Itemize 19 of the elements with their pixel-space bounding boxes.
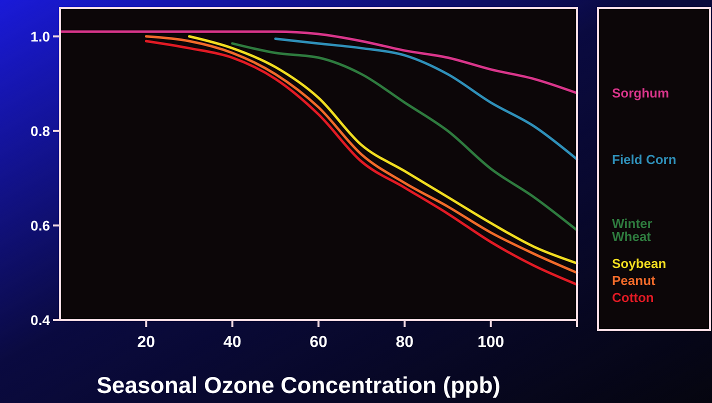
line-series: [58, 30, 578, 94]
x-tick-label: 40: [223, 334, 242, 351]
y-tick-label: 0.4: [30, 312, 50, 328]
x-axis-title: Seasonal Ozone Concentration (ppb): [96, 372, 500, 398]
x-tick-label: 100: [477, 334, 504, 351]
text: Soybean: [612, 256, 666, 271]
text: Peanut: [612, 272, 656, 288]
text: Field Corn: [612, 152, 676, 167]
line-series: [274, 37, 578, 161]
text: Winter Wheat: [612, 216, 652, 244]
text: Sorghum: [612, 86, 670, 101]
text: Cotton: [612, 290, 654, 305]
y-tick-label: 1.0: [30, 28, 50, 44]
y-tick-label: 0.6: [30, 217, 50, 234]
x-tick-label: 20: [137, 334, 156, 351]
y-tick-label: 0.8: [30, 122, 50, 139]
line-series: [231, 42, 578, 232]
x-tick-label: 80: [396, 334, 414, 351]
x-tick-label: 60: [310, 334, 328, 351]
